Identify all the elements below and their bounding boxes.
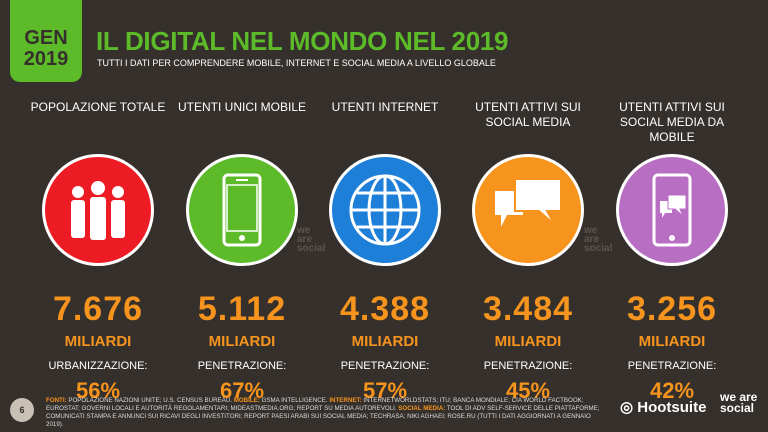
we-are-social-logo: we are social [720,390,758,415]
stat-sublabel: PENETRAZIONE: [627,360,717,372]
badge-year: 2019 [23,48,69,70]
chat-bubbles-icon [472,154,584,266]
people-icon [42,154,154,266]
stat-value: 7.676 [52,290,144,328]
stat-unit: MILIARDI [351,333,419,350]
stat-percent: 42% [649,378,695,403]
stat-unit: MILIARDI [64,333,132,350]
stat-column: UTENTI INTERNET 4.388 MILIARDI PENETRAZI… [315,100,455,404]
stat-sublabel: PENETRAZIONE: [197,360,287,372]
stat-value: 4.388 [339,290,431,328]
stat-sublabel: URBANIZZAZIONE: [48,360,148,372]
stat-sublabel: PENETRAZIONE: [340,360,430,372]
stat-unit: MILIARDI [208,333,276,350]
stat-label: UTENTI UNICI MOBILE [177,100,306,114]
stat-column: POPOLAZIONE TOTALE 7.676 MILIARDI URBANI… [28,100,168,404]
stat-value: 5.112 [197,290,287,328]
stat-percent: 67% [219,378,265,403]
owl-icon: ◎ [620,399,638,416]
stat-value: 3.484 [482,290,574,328]
sources-text: FONTI: POPOLAZIONE NAZIONI UNITE; U.S. C… [46,397,600,428]
stat-value: 3.256 [626,290,718,328]
stat-label: UTENTI INTERNET [331,100,439,114]
stat-unit: MILIARDI [494,333,562,350]
stat-percent: 57% [362,378,408,403]
stat-column: UTENTI UNICI MOBILE 5.112 MILIARDI PENET… [172,100,312,404]
page-number: 6 [10,398,34,422]
watermark: we are social [584,225,613,254]
mobile-chat-icon [616,154,728,266]
stat-sublabel: PENETRAZIONE: [483,360,573,372]
date-badge: GEN 2019 [10,0,82,82]
stat-percent: 56% [75,378,121,403]
stat-column: UTENTI ATTIVI SUI SOCIAL MEDIA DA MOBILE… [602,100,742,404]
stat-label: UTENTI ATTIVI SUI SOCIAL MEDIA DA MOBILE [619,100,725,144]
stat-label: POPOLAZIONE TOTALE [30,100,166,114]
globe-icon [329,154,441,266]
page-subtitle: TUTTI I DATI PER COMPRENDERE MOBILE, INT… [97,58,496,68]
hootsuite-logo: ◎ Hootsuite [620,399,707,416]
stat-unit: MILIARDI [638,333,706,350]
stat-label: UTENTI ATTIVI SUI SOCIAL MEDIA [475,100,581,129]
stat-column: UTENTI ATTIVI SUI SOCIAL MEDIA 3.484 MIL… [458,100,598,404]
watermark: we are social [297,225,326,254]
badge-month: GEN [24,27,68,49]
mobile-phone-icon [186,154,298,266]
stat-percent: 45% [505,378,551,403]
page-title: IL DIGITAL NEL MONDO NEL 2019 [96,26,509,56]
